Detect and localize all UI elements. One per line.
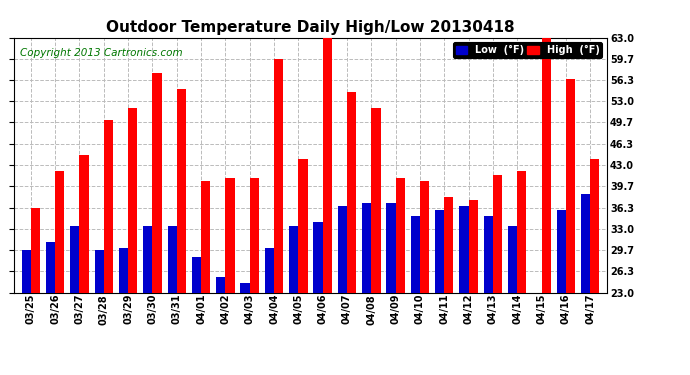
Bar [152, 73, 161, 292]
Bar [216, 277, 226, 292]
Bar [119, 248, 128, 292]
Bar [31, 208, 40, 292]
Bar [362, 203, 371, 292]
Bar [435, 210, 444, 292]
Bar [95, 250, 103, 292]
Title: Outdoor Temperature Daily High/Low 20130418: Outdoor Temperature Daily High/Low 20130… [106, 20, 515, 35]
Bar [265, 248, 274, 292]
Bar [21, 250, 31, 292]
Bar [444, 197, 453, 292]
Bar [46, 242, 55, 292]
Bar [420, 181, 429, 292]
Bar [79, 156, 89, 292]
Bar [508, 226, 518, 292]
Bar [104, 120, 113, 292]
Bar [386, 203, 395, 292]
Bar [566, 79, 575, 292]
Bar [168, 226, 177, 292]
Bar [289, 226, 298, 292]
Bar [201, 181, 210, 292]
Bar [337, 207, 347, 292]
Bar [313, 222, 323, 292]
Bar [493, 175, 502, 292]
Bar [347, 92, 356, 292]
Bar [395, 178, 405, 292]
Bar [590, 159, 600, 292]
Bar [250, 178, 259, 292]
Bar [240, 283, 250, 292]
Bar [144, 226, 152, 292]
Bar [542, 38, 551, 292]
Bar [177, 88, 186, 292]
Bar [581, 194, 590, 292]
Bar [484, 216, 493, 292]
Bar [298, 159, 308, 292]
Bar [128, 108, 137, 292]
Bar [557, 210, 566, 292]
Legend: Low  (°F), High  (°F): Low (°F), High (°F) [453, 42, 602, 58]
Bar [371, 108, 381, 292]
Bar [460, 207, 469, 292]
Bar [226, 178, 235, 292]
Bar [323, 38, 332, 292]
Bar [411, 216, 420, 292]
Bar [192, 258, 201, 292]
Bar [518, 171, 526, 292]
Bar [55, 171, 64, 292]
Text: Copyright 2013 Cartronics.com: Copyright 2013 Cartronics.com [20, 48, 182, 58]
Bar [469, 200, 477, 292]
Bar [274, 58, 284, 292]
Bar [70, 226, 79, 292]
